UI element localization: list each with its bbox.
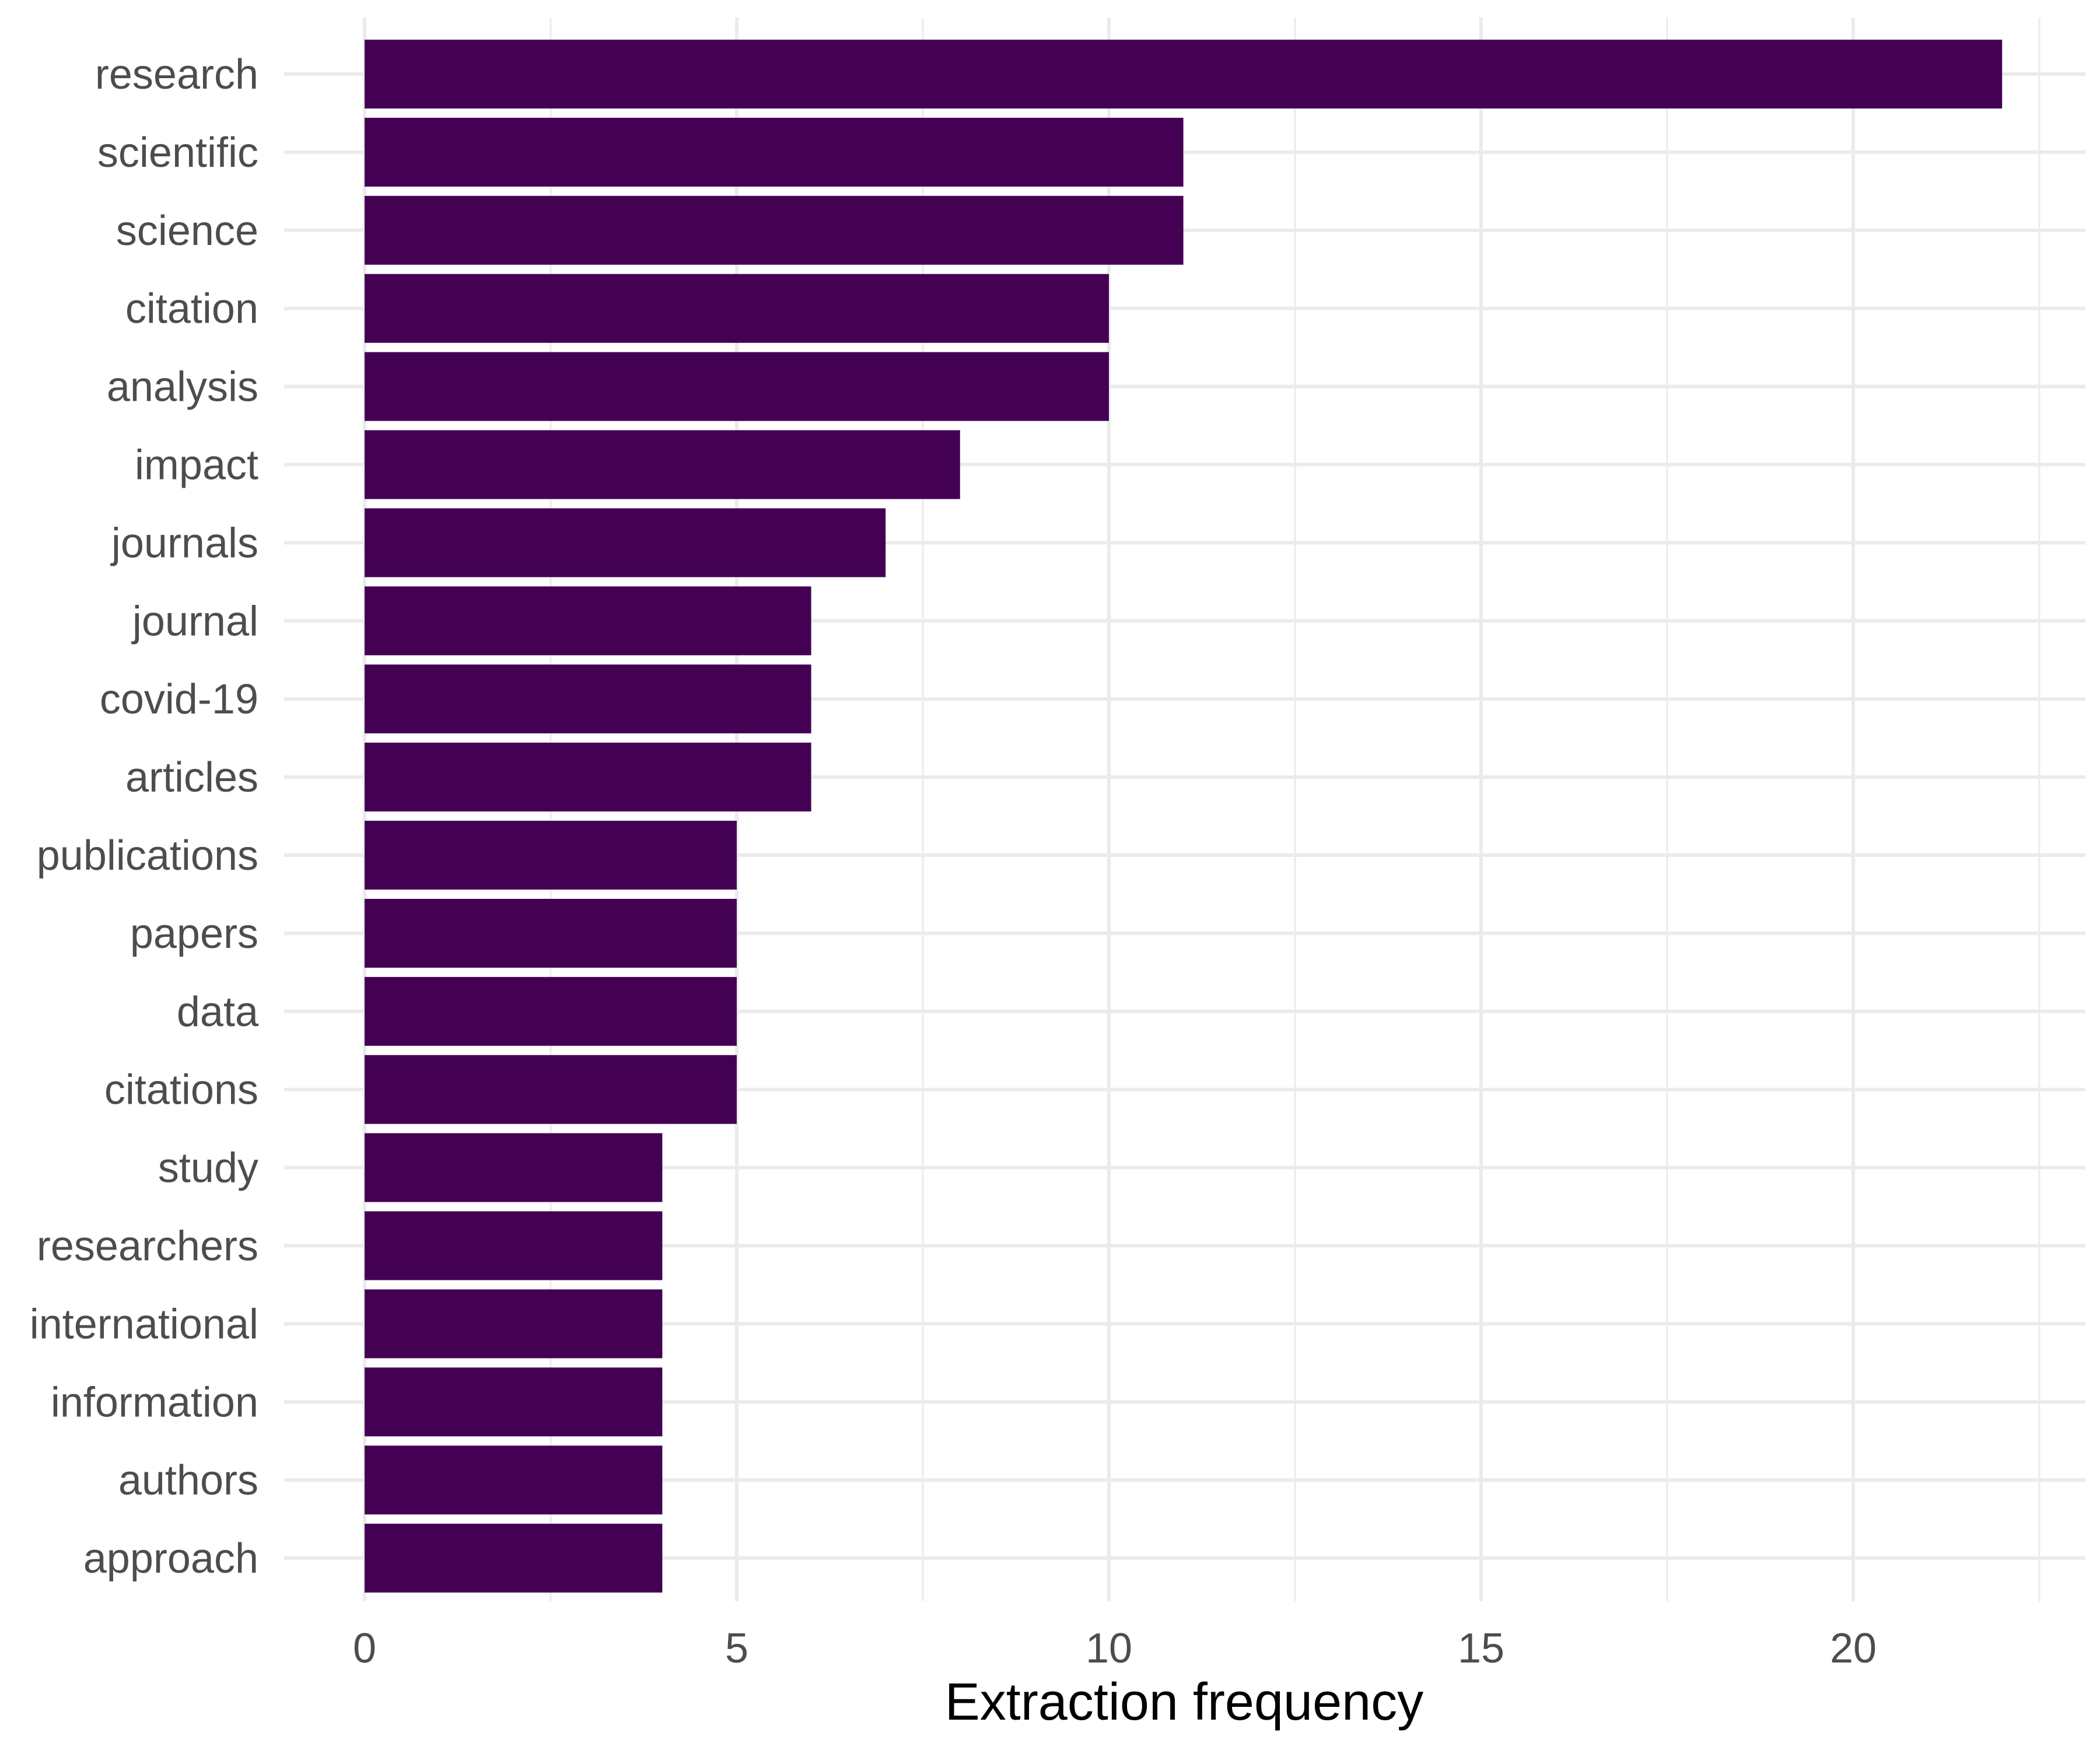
- bar-analysis: [365, 352, 1109, 421]
- bar-research: [365, 40, 2003, 108]
- y-tick-label: information: [51, 1379, 258, 1426]
- bar-citations: [365, 1055, 737, 1124]
- bar-covid-19: [365, 664, 811, 734]
- y-tick-label: scientific: [97, 130, 258, 176]
- x-tick-label: 15: [1458, 1625, 1504, 1672]
- y-tick-labels: research scientific science citation analysi…: [30, 51, 259, 1582]
- y-tick-label: citations: [104, 1067, 258, 1114]
- y-tick-label: articles: [125, 754, 258, 801]
- bar-journal: [365, 586, 811, 656]
- y-tick-label: analysis: [107, 364, 258, 411]
- y-tick-label: researchers: [37, 1223, 258, 1270]
- bar-authors: [365, 1446, 663, 1515]
- x-tick-label: 5: [725, 1625, 748, 1672]
- bar-papers: [365, 898, 737, 968]
- y-tick-label: science: [116, 208, 258, 254]
- y-tick-label: authors: [118, 1457, 258, 1504]
- x-tick-label: 0: [353, 1625, 376, 1672]
- bar-scientific: [365, 117, 1184, 187]
- bar-data: [365, 977, 737, 1046]
- bar-journals: [365, 508, 886, 578]
- y-tick-label: covid-19: [100, 676, 258, 723]
- x-axis-title: Extraction frequency: [945, 1673, 1423, 1731]
- bar-researchers: [365, 1211, 663, 1280]
- bar-study: [365, 1133, 663, 1202]
- bar-impact: [365, 430, 960, 499]
- y-tick-label: international: [30, 1301, 258, 1348]
- y-tick-label: research: [95, 51, 258, 98]
- bar-citation: [365, 274, 1109, 343]
- y-tick-label: impact: [135, 442, 258, 489]
- bar-publications: [365, 821, 737, 890]
- y-tick-label: journal: [131, 598, 258, 645]
- y-tick-label: journals: [110, 520, 258, 566]
- bar-international: [365, 1289, 663, 1359]
- y-tick-label: study: [158, 1145, 258, 1192]
- y-tick-label: citation: [125, 286, 258, 332]
- bar-science: [365, 195, 1184, 265]
- x-tick-label: 20: [1830, 1625, 1877, 1672]
- x-tick-label: 10: [1086, 1625, 1132, 1672]
- y-tick-label: papers: [130, 911, 258, 957]
- bar-articles: [365, 743, 811, 812]
- y-tick-label: approach: [83, 1535, 258, 1582]
- y-tick-label: publications: [37, 832, 258, 879]
- bars: [365, 40, 2003, 1593]
- bar-information: [365, 1367, 663, 1437]
- x-tick-labels: 0 5 10 15 20: [353, 1625, 1877, 1672]
- y-tick-label: data: [177, 989, 259, 1035]
- bar-approach: [365, 1524, 663, 1593]
